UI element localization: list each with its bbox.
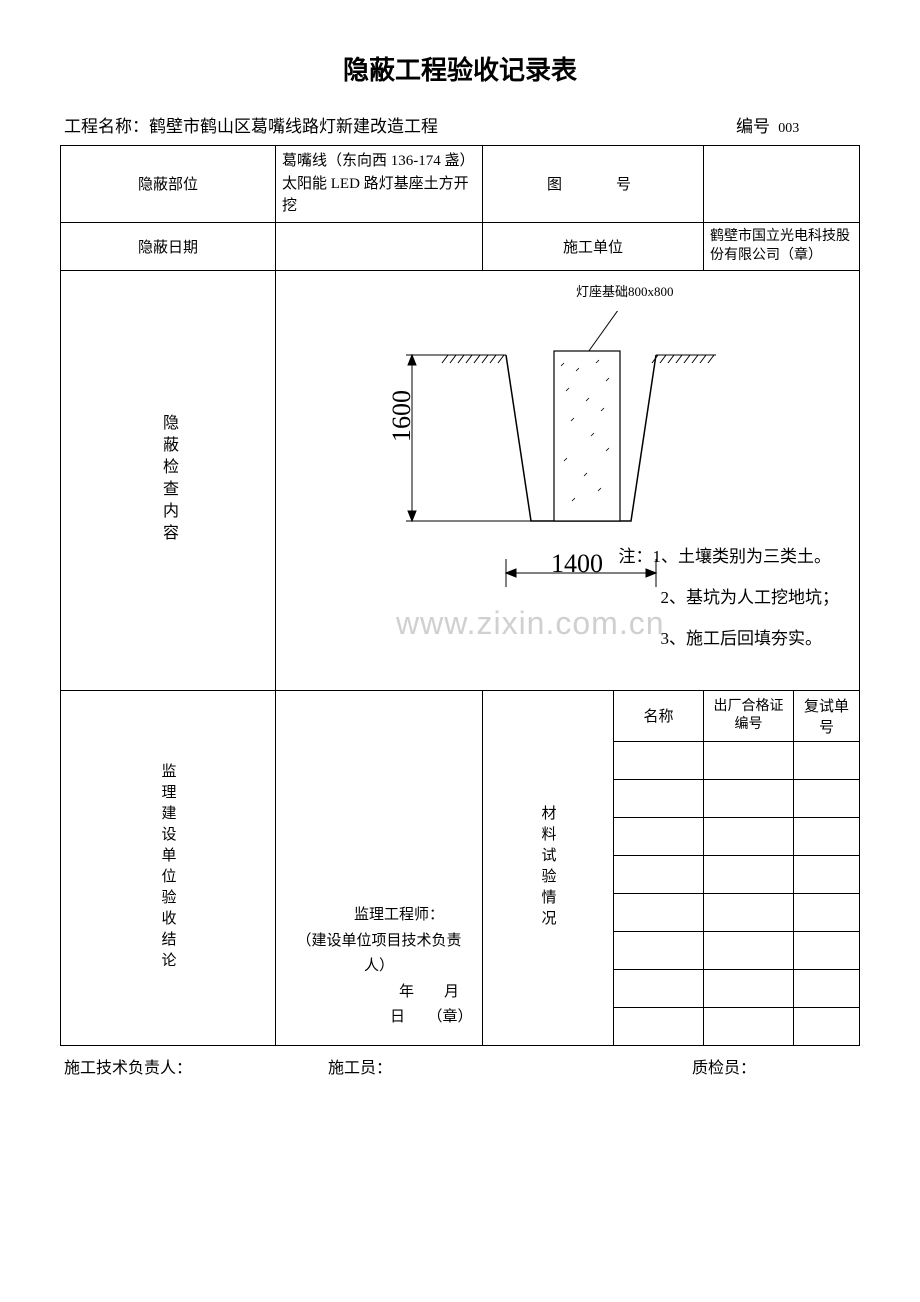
- inspector: 质检员：: [592, 1054, 856, 1078]
- mat-cell: [793, 855, 859, 893]
- mat-cell: [703, 931, 793, 969]
- base-label: 灯座基础800x800: [576, 281, 674, 300]
- row-hidden-part: 隐蔽部位 葛嘴线（东向西 136-174 盏） 太阳能 LED 路灯基座土方开挖…: [61, 146, 860, 223]
- conclusion-cell: 监理工程师： （建设单位项目技术负责人） 年 月 日 （章）: [276, 690, 483, 1045]
- conclusion-lines: 监理工程师： （建设单位项目技术负责人） 年 月 日 （章）: [290, 903, 468, 1031]
- doc-number: 编号 003: [736, 112, 856, 137]
- mat-cell: [613, 741, 703, 779]
- mat-cell: [703, 817, 793, 855]
- hidden-part-label: 隐蔽部位: [61, 146, 276, 223]
- hidden-date-value: [276, 222, 483, 270]
- drawing-cell: 灯座基础800x800: [276, 270, 860, 690]
- hidden-date-label: 隐蔽日期: [61, 222, 276, 270]
- mat-cell: [613, 817, 703, 855]
- drawing-no-label: 图 号: [482, 146, 703, 223]
- mat-cell: [613, 1007, 703, 1045]
- diagram: 灯座基础800x800: [276, 271, 859, 690]
- row-conclusion-header: 监理建设单位验收结论 监理工程师： （建设单位项目技术负责人） 年 月 日 （章…: [61, 690, 860, 741]
- mat-cell: [613, 779, 703, 817]
- constructor: 施工员：: [328, 1054, 592, 1078]
- owner-tech: （建设单位项目技术负责人）: [290, 929, 468, 980]
- mat-cell: [703, 779, 793, 817]
- construction-unit-label: 施工单位: [482, 222, 703, 270]
- tech-lead: 施工技术负责人：: [64, 1054, 328, 1078]
- mat-cell: [793, 779, 859, 817]
- mat-cell: [703, 893, 793, 931]
- mat-cell: [793, 893, 859, 931]
- mat-cell: [793, 741, 859, 779]
- mat-cell: [703, 741, 793, 779]
- material-label: 材料试验情况: [482, 690, 613, 1045]
- mat-cell: [613, 855, 703, 893]
- note-2: 2、基坑为人工挖地坑；: [619, 578, 840, 619]
- mat-cell: [613, 931, 703, 969]
- notes-prefix: 注：: [619, 547, 653, 566]
- number-label: 编号: [736, 117, 770, 136]
- number-value: 003: [778, 121, 799, 136]
- project-name: 工程名称：鹤壁市鹤山区葛嘴线路灯新建改造工程: [64, 112, 736, 137]
- mat-cell: [793, 931, 859, 969]
- mat-cell: [703, 1007, 793, 1045]
- mat-header-name: 名称: [613, 690, 703, 741]
- project-label: 工程名称：: [64, 117, 149, 136]
- drawing-no-value: [703, 146, 859, 223]
- date-line: 年 月 日 （章）: [290, 980, 468, 1031]
- mat-cell: [703, 969, 793, 1007]
- header-line: 工程名称：鹤壁市鹤山区葛嘴线路灯新建改造工程 编号 003: [60, 112, 860, 137]
- construction-unit-value: 鹤壁市国立光电科技股份有限公司（章）: [703, 222, 859, 270]
- page-title: 隐蔽工程验收记录表: [60, 50, 860, 87]
- row-inspect-content: 隐蔽检查内容 灯座基础800x800: [61, 270, 860, 690]
- mat-header-retest: 复试单号: [793, 690, 859, 741]
- inspect-content-label: 隐蔽检查内容: [61, 270, 276, 690]
- mat-header-cert: 出厂合格证编号: [703, 690, 793, 741]
- dim-depth: 1600: [387, 390, 417, 442]
- footer-line: 施工技术负责人： 施工员： 质检员：: [60, 1054, 860, 1078]
- main-table: 隐蔽部位 葛嘴线（东向西 136-174 盏） 太阳能 LED 路灯基座土方开挖…: [60, 145, 860, 1046]
- mat-cell: [793, 969, 859, 1007]
- note-1: 1、土壤类别为三类土。: [653, 547, 832, 566]
- supervisor-engineer: 监理工程师：: [290, 903, 468, 929]
- project-name-value: 鹤壁市鹤山区葛嘴线路灯新建改造工程: [149, 117, 438, 136]
- mat-cell: [613, 893, 703, 931]
- mat-cell: [703, 855, 793, 893]
- mat-cell: [793, 817, 859, 855]
- mat-cell: [793, 1007, 859, 1045]
- dim-width: 1400: [551, 549, 603, 579]
- notes: 注：1、土壤类别为三类土。 2、基坑为人工挖地坑； 3、施工后回填夯实。: [619, 537, 840, 659]
- hidden-part-value: 葛嘴线（东向西 136-174 盏） 太阳能 LED 路灯基座土方开挖: [276, 146, 483, 223]
- note-3: 3、施工后回填夯实。: [619, 619, 840, 660]
- mat-cell: [613, 969, 703, 1007]
- row-hidden-date: 隐蔽日期 施工单位 鹤壁市国立光电科技股份有限公司（章）: [61, 222, 860, 270]
- conclusion-label: 监理建设单位验收结论: [61, 690, 276, 1045]
